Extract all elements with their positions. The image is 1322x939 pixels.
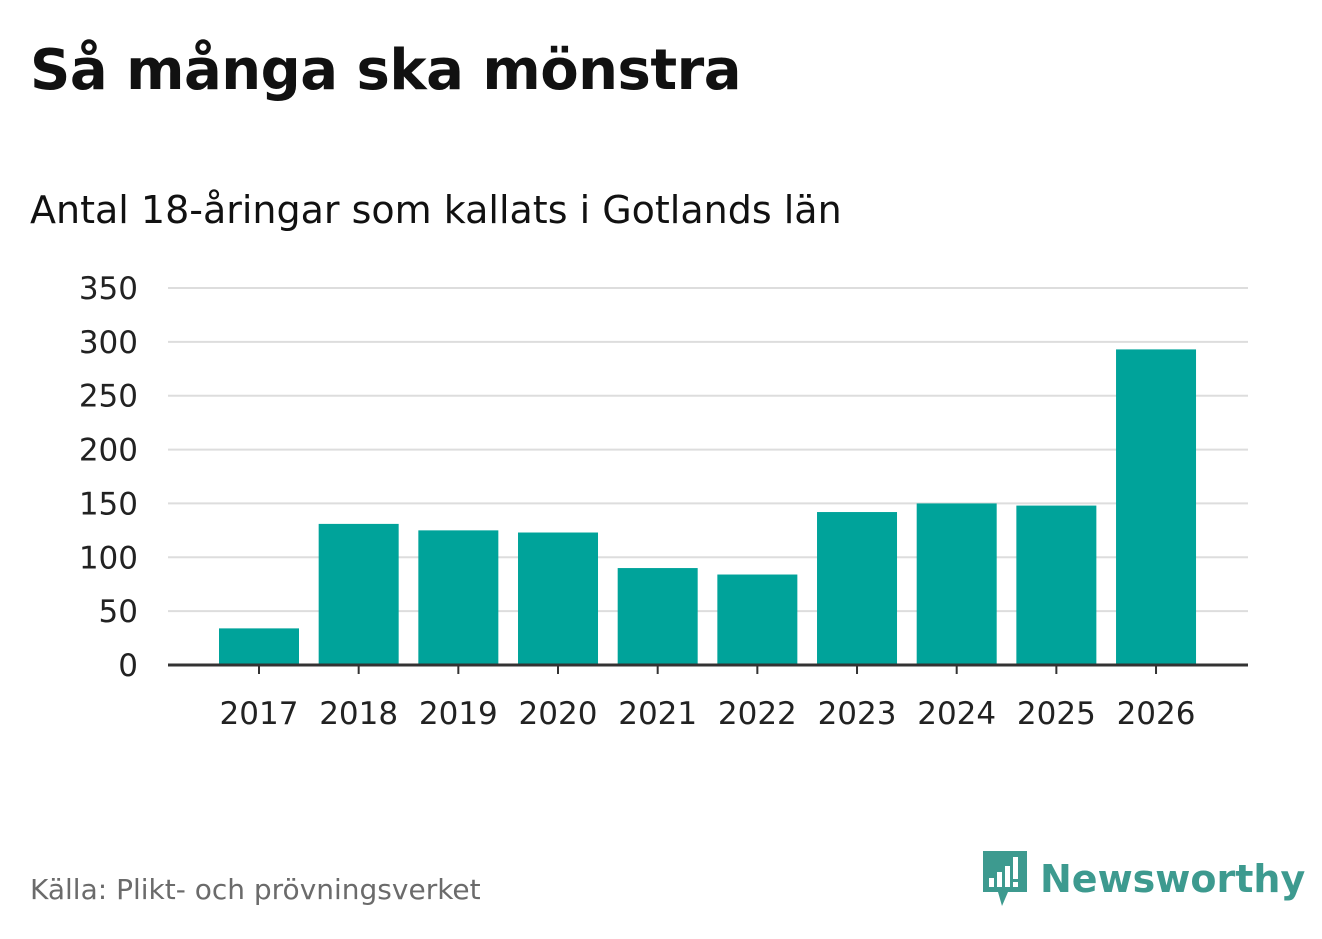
x-tick-label: 2019	[419, 696, 498, 732]
bar-2022	[717, 574, 798, 665]
y-tick-label: 100	[79, 540, 138, 576]
y-tick-label: 300	[79, 325, 138, 361]
bars	[219, 349, 1197, 665]
x-tick-label: 2026	[1117, 696, 1196, 732]
chart-title: Så många ska mönstra	[30, 38, 742, 103]
x-tick-label: 2022	[718, 696, 797, 732]
bar-2023	[817, 512, 898, 665]
x-tick-label: 2024	[917, 696, 996, 732]
x-tick-label: 2025	[1017, 696, 1096, 732]
bar-chart: 0 50 100 150 200 250 300 350 2017 2018 2019 2020 202…	[79, 271, 1248, 732]
y-tick-label: 350	[79, 271, 138, 307]
bar-2020	[518, 532, 599, 665]
axes: 0 50 100 150 200 250 300 350 2017 2018 2019 2020 202…	[79, 271, 1248, 732]
chart-subtitle: Antal 18-åringar som kallats i Gotlands …	[30, 188, 842, 232]
bar-2024	[916, 503, 997, 665]
bar-2017	[219, 628, 299, 665]
logo-text: Newsworthy	[1040, 857, 1306, 901]
bar-2018	[318, 523, 399, 665]
y-tick-label: 50	[99, 594, 138, 630]
x-tick-label: 2020	[519, 696, 598, 732]
y-tick-label: 200	[79, 433, 138, 469]
bar-2025	[1016, 505, 1097, 665]
source-note: Källa: Plikt- och prövningsverket	[30, 873, 481, 906]
x-tick-label: 2023	[818, 696, 897, 732]
bar-2026	[1116, 349, 1197, 665]
y-tick-label: 150	[79, 486, 138, 522]
x-tick-label: 2018	[319, 696, 398, 732]
x-tick-label: 2021	[618, 696, 697, 732]
bar-2019	[418, 530, 499, 665]
y-tick-label: 0	[118, 648, 138, 684]
newsworthy-logo-icon	[983, 851, 1027, 906]
x-tick-label: 2017	[220, 696, 299, 732]
y-tick-label: 250	[79, 379, 138, 415]
bar-2021	[617, 568, 698, 665]
newsworthy-logo: Newsworthy	[980, 848, 1305, 910]
